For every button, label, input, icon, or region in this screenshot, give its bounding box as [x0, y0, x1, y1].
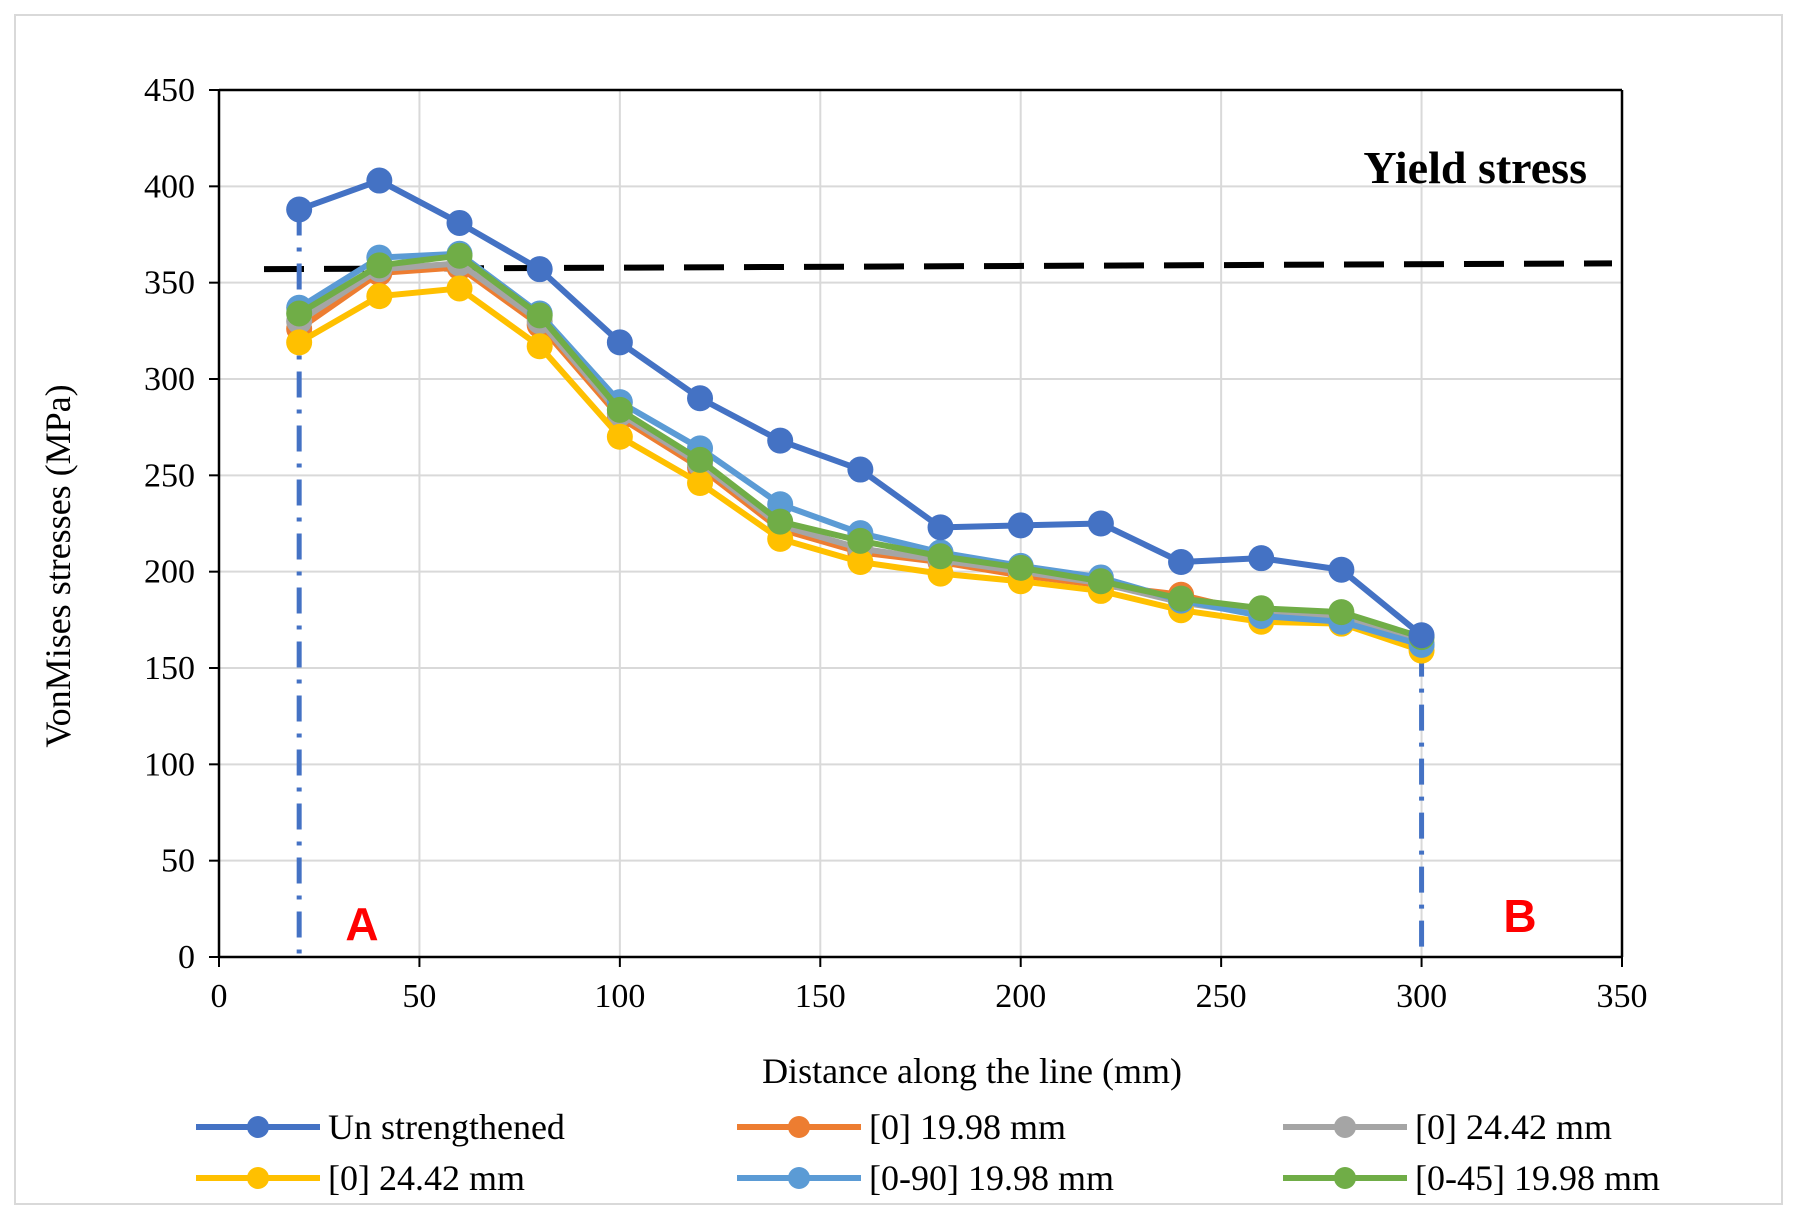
series-2 — [286, 250, 1435, 656]
data-point — [1168, 585, 1195, 612]
data-point — [927, 543, 954, 570]
data-point — [286, 300, 313, 327]
label-layer: Yield stress A B Distance along the line… — [38, 142, 1587, 1091]
series-line — [297, 250, 1423, 648]
data-point — [366, 283, 393, 310]
legend-label: [0-90] 19.98 mm — [869, 1158, 1114, 1198]
data-point — [286, 196, 313, 223]
data-point — [1007, 554, 1034, 581]
data-point — [526, 256, 553, 283]
data-point — [526, 333, 553, 360]
legend-item: [0] 24.42 mm — [196, 1158, 525, 1198]
legend-label: [0] 24.42 mm — [328, 1158, 525, 1198]
data-point — [1248, 595, 1275, 622]
data-point — [847, 456, 874, 483]
data-point — [767, 427, 794, 454]
data-point — [1087, 568, 1114, 595]
series-line — [297, 252, 1423, 641]
legend-label: [0-45] 19.98 mm — [1415, 1158, 1660, 1198]
y-tick-label: 400 — [144, 168, 195, 205]
y-axis-title: VonMises stresses (MPa) — [38, 384, 78, 747]
y-tick-label: 450 — [144, 72, 195, 109]
point-b-label: B — [1503, 890, 1536, 942]
x-tick-label: 250 — [1196, 978, 1247, 1015]
grid-layer — [219, 89, 1623, 957]
data-point — [446, 275, 473, 302]
data-point — [526, 302, 553, 329]
data-point — [366, 252, 393, 279]
data-point — [286, 329, 313, 356]
data-point — [606, 423, 633, 450]
legend-item: [0] 24.42 mm — [1283, 1107, 1612, 1147]
point-a-label: A — [345, 898, 378, 950]
legend-item: Un strengthened — [196, 1107, 565, 1147]
data-point — [1248, 545, 1275, 572]
x-tick-label: 350 — [1597, 978, 1648, 1015]
y-tick-label: 50 — [161, 843, 195, 880]
data-point — [446, 242, 473, 269]
series-4 — [286, 240, 1435, 658]
data-point — [687, 446, 714, 473]
data-point — [687, 385, 714, 412]
y-tick-label: 300 — [144, 361, 195, 398]
legend-swatch-marker — [788, 1167, 810, 1189]
data-point — [606, 396, 633, 423]
yield-stress-label: Yield stress — [1363, 142, 1587, 193]
series-layer — [286, 167, 1435, 664]
x-tick-label: 150 — [795, 978, 846, 1015]
data-point — [1007, 512, 1034, 539]
legend: Un strengthened [0] 19.98 mm [0] 24.42 mm [… — [196, 1107, 1660, 1198]
yield-stress-line — [263, 260, 1613, 273]
data-point — [1328, 599, 1355, 626]
series-0 — [286, 167, 1435, 649]
legend-item: [0] 19.98 mm — [737, 1107, 1066, 1147]
x-tick-label: 300 — [1396, 978, 1447, 1015]
data-point — [847, 549, 874, 576]
legend-swatch-marker — [247, 1167, 269, 1189]
y-tick-label: 350 — [144, 265, 195, 302]
x-axis-title: Distance along the line (mm) — [762, 1051, 1182, 1091]
legend-label: Un strengthened — [328, 1107, 565, 1147]
data-point — [1087, 510, 1114, 537]
legend-label: [0] 24.42 mm — [1415, 1107, 1612, 1147]
legend-swatch-marker — [1334, 1167, 1356, 1189]
legend-swatch-marker — [788, 1116, 810, 1138]
data-point — [687, 470, 714, 497]
data-point — [767, 508, 794, 535]
x-tick-label: 100 — [594, 978, 645, 1015]
data-point — [366, 167, 393, 194]
series-line — [297, 264, 1423, 648]
data-point — [446, 209, 473, 236]
legend-label: [0] 19.98 mm — [869, 1107, 1066, 1147]
x-tick-label: 0 — [211, 978, 228, 1015]
data-point — [606, 329, 633, 356]
series-5 — [286, 242, 1435, 651]
y-tick-label: 0 — [178, 939, 195, 976]
data-point — [927, 514, 954, 541]
x-tick-label: 50 — [402, 978, 436, 1015]
y-tick-label: 100 — [144, 746, 195, 783]
data-point — [1168, 549, 1195, 576]
y-tick-label: 150 — [144, 650, 195, 687]
data-point — [847, 527, 874, 554]
legend-item: [0-90] 19.98 mm — [737, 1158, 1114, 1198]
data-point — [1328, 556, 1355, 583]
series-line — [297, 260, 1423, 646]
data-point — [1408, 622, 1435, 649]
y-tick-label: 250 — [144, 457, 195, 494]
axes-layer: 0 50 100 150 200 250 300 350 0 50 100 150 200 250 300 3… — [144, 72, 1648, 1015]
x-tick-label: 200 — [995, 978, 1046, 1015]
y-tick-label: 200 — [144, 554, 195, 591]
legend-swatch-marker — [1334, 1116, 1356, 1138]
legend-item: [0-45] 19.98 mm — [1283, 1158, 1660, 1198]
legend-swatch-marker — [247, 1116, 269, 1138]
